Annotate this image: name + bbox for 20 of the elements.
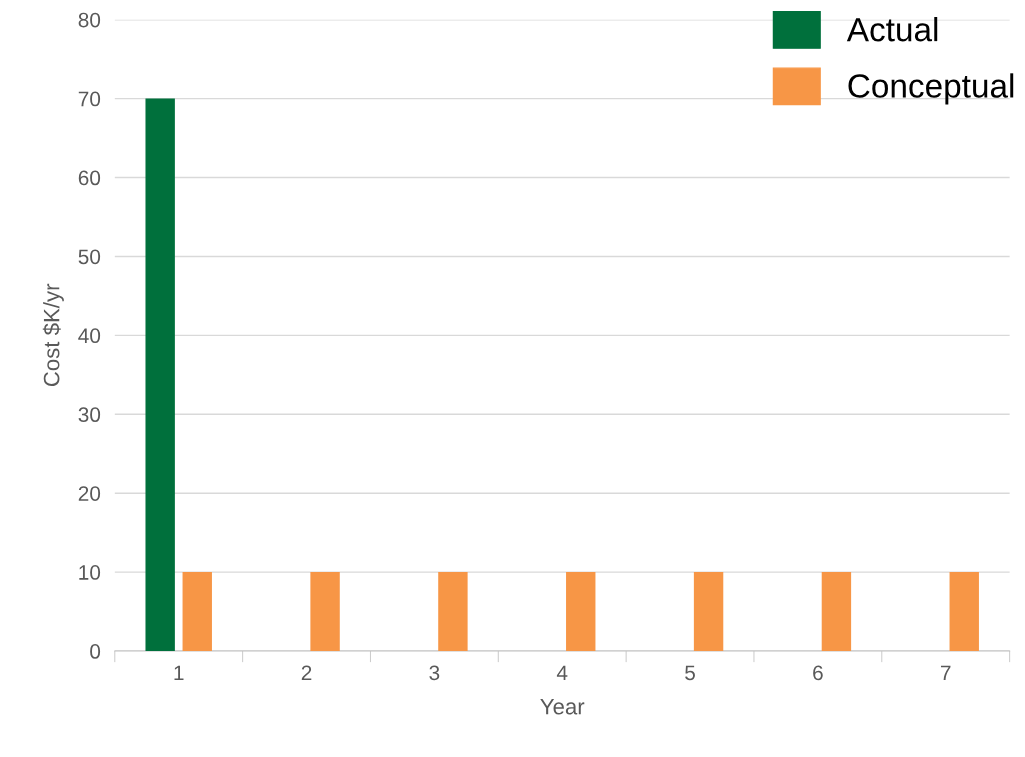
y-tick-label: 80 — [78, 12, 101, 28]
y-tick-label: 30 — [78, 407, 101, 423]
y-tick-label: 10 — [79, 565, 101, 580]
y-tick-label: 40 — [78, 328, 101, 344]
x-tick-label: 7 — [940, 665, 951, 681]
x-tick-label: 6 — [813, 665, 823, 681]
x-tick-label: 3 — [429, 665, 440, 681]
x-tick-label: 5 — [685, 665, 695, 681]
y-tick-label: 50 — [78, 249, 101, 265]
x-tick-label: 4 — [556, 665, 568, 681]
legend-label: Conceptual — [848, 73, 1014, 105]
x-tick-label: 2 — [301, 665, 312, 681]
x-tick-label: 1 — [174, 665, 184, 681]
y-tick-label: 20 — [78, 486, 101, 501]
y-tick-label: 60 — [78, 170, 101, 186]
y-tick-label: 70 — [78, 91, 101, 107]
y-tick-label: 0 — [90, 644, 101, 659]
y-axis-title: Cost $K/yr — [42, 283, 64, 387]
x-axis-title: Year — [540, 699, 585, 715]
legend-label: Actual — [846, 16, 938, 42]
